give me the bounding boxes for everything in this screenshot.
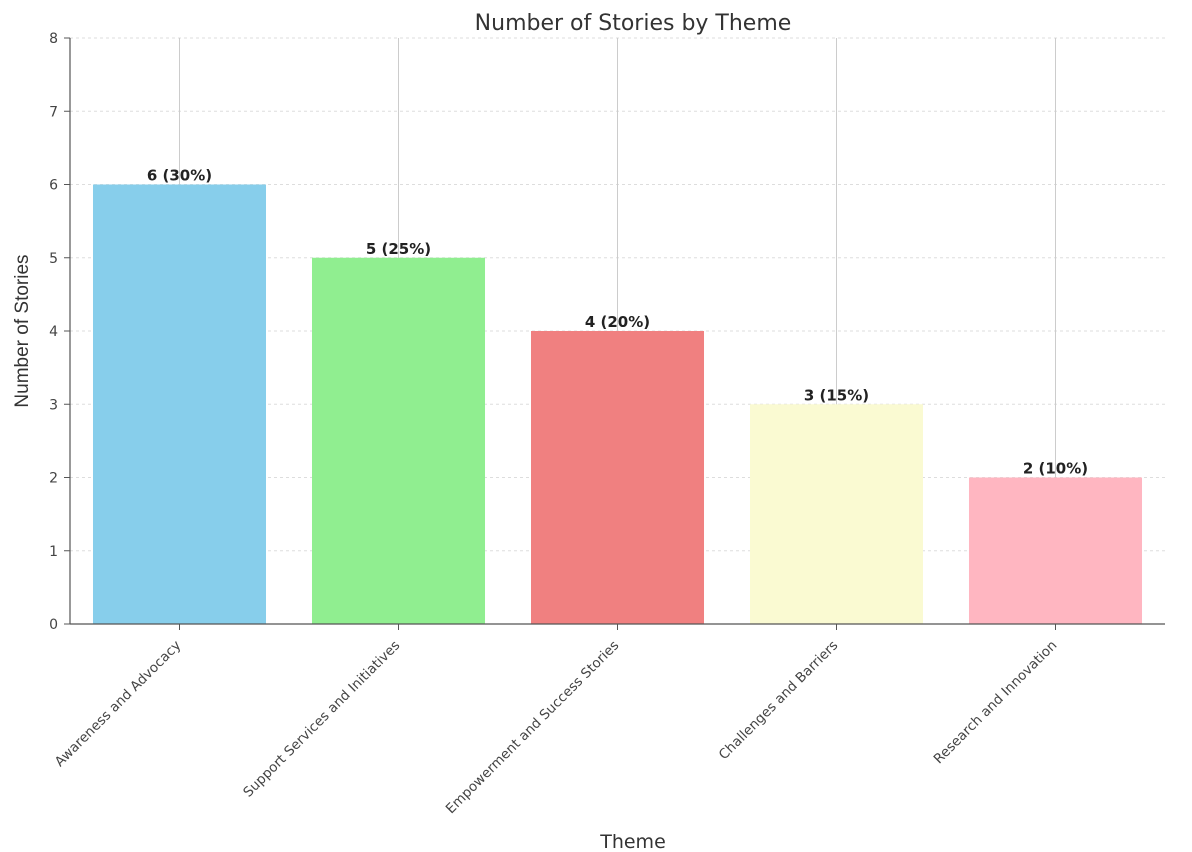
y-axis-label: Number of Stories xyxy=(12,254,33,407)
bar xyxy=(749,404,924,624)
bar xyxy=(311,257,486,624)
x-axis-label: Theme xyxy=(599,831,666,852)
bar xyxy=(968,477,1143,624)
y-tick-label: 2 xyxy=(49,471,58,487)
data-labels: 6 (30%) 5 (25%) 4 (20%) 3 (15%) 2 (10%) xyxy=(147,167,1088,478)
bar xyxy=(530,331,705,624)
bar-value-label: 6 (30%) xyxy=(147,167,212,185)
x-tick-label: Research and Innovation xyxy=(931,638,1061,768)
bar xyxy=(92,184,267,624)
y-tick-label: 6 xyxy=(49,178,58,194)
bar-value-label: 3 (15%) xyxy=(804,386,869,404)
y-tick-label: 0 xyxy=(49,617,58,633)
bar-value-label: 2 (10%) xyxy=(1023,460,1088,478)
bars xyxy=(92,184,1143,624)
x-tick-label: Challenges and Barriers xyxy=(716,638,842,764)
x-tick-label: Support Services and Initiatives xyxy=(240,638,403,801)
y-tick-label: 4 xyxy=(49,324,58,340)
y-tick-label: 3 xyxy=(49,397,58,413)
y-tick-label: 5 xyxy=(49,251,58,267)
x-tick-label: Empowerment and Success Stories xyxy=(443,638,623,818)
y-tick-label: 8 xyxy=(49,31,58,47)
bar-value-label: 4 (20%) xyxy=(585,313,650,331)
chart-title: Number of Stories by Theme xyxy=(475,11,792,36)
y-tick-label: 7 xyxy=(49,104,58,120)
y-tick-label: 1 xyxy=(49,544,58,560)
bar-value-label: 5 (25%) xyxy=(366,240,431,258)
x-tick-label: Awareness and Advocacy xyxy=(52,638,185,771)
